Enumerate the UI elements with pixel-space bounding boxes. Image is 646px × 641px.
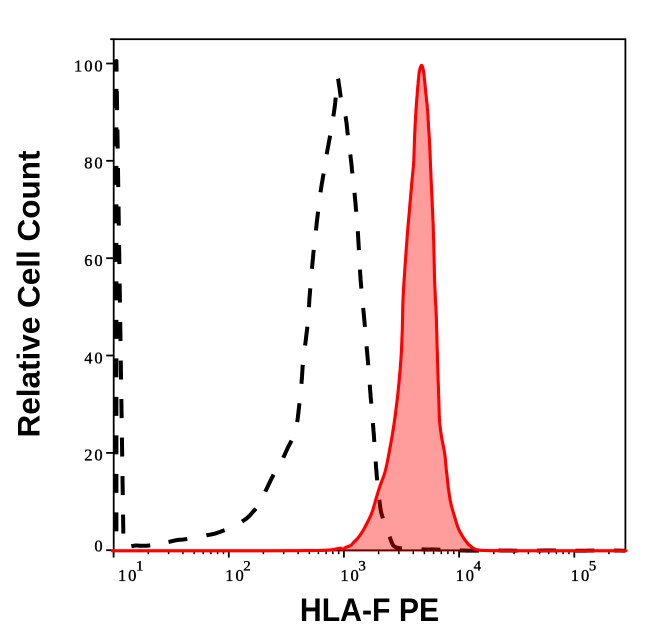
svg-text:10: 10 bbox=[225, 566, 245, 585]
svg-text:2: 2 bbox=[243, 559, 251, 575]
svg-text:20: 20 bbox=[84, 446, 104, 465]
svg-text:10: 10 bbox=[571, 566, 591, 585]
svg-text:80: 80 bbox=[84, 154, 104, 173]
svg-text:HLA-F PE: HLA-F PE bbox=[300, 592, 439, 628]
svg-text:1: 1 bbox=[136, 559, 144, 575]
svg-text:100: 100 bbox=[74, 56, 104, 75]
svg-text:3: 3 bbox=[358, 559, 366, 575]
svg-text:4: 4 bbox=[474, 559, 482, 575]
svg-text:40: 40 bbox=[84, 348, 104, 367]
svg-text:Relative Cell Count: Relative Cell Count bbox=[11, 150, 47, 438]
svg-text:0: 0 bbox=[94, 537, 104, 556]
svg-text:5: 5 bbox=[589, 559, 597, 575]
svg-text:10: 10 bbox=[340, 566, 360, 585]
svg-text:10: 10 bbox=[456, 566, 476, 585]
svg-text:10: 10 bbox=[118, 566, 138, 585]
svg-text:60: 60 bbox=[84, 251, 104, 270]
